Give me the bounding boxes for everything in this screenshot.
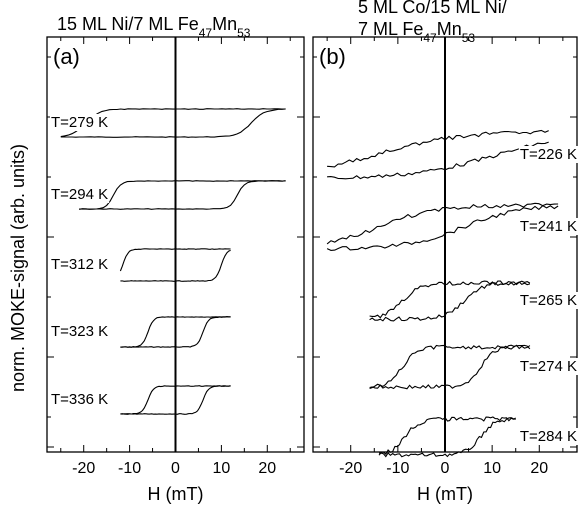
panel-label-b: (b): [319, 44, 346, 69]
temperature-label: T=226 K: [520, 146, 577, 163]
hysteresis-loop-descending: [79, 180, 286, 210]
hysteresis-loop-ascending: [369, 344, 531, 390]
hysteresis-loop-ascending: [79, 180, 286, 210]
hysteresis-loop-descending: [369, 344, 531, 390]
temperature-label-bg: [50, 114, 110, 131]
hysteresis-loop-ascending: [60, 108, 286, 138]
temperature-label: T=312 K: [51, 256, 108, 273]
panel-label-a: (a): [53, 44, 80, 69]
temperature-label-bg: [518, 358, 578, 375]
hysteresis-loop-descending: [120, 385, 231, 415]
curve-layer: [60, 108, 559, 458]
hysteresis-loop-descending: [119, 248, 231, 272]
temperature-label: T=274 K: [520, 358, 577, 375]
hysteresis-loop-descending: [326, 202, 559, 245]
temperature-label-bg: [518, 292, 578, 309]
temperature-label-bg: [50, 186, 110, 203]
x-tick-label: 0: [441, 460, 450, 477]
temperature-label: T=241 K: [520, 218, 577, 235]
x-axis-label-b: H (mT): [417, 484, 473, 504]
temperature-label-bg: [50, 323, 110, 340]
hysteresis-loop-descending: [378, 416, 516, 456]
temperature-label-bg: [518, 428, 578, 445]
temperature-label: T=279 K: [51, 114, 108, 131]
x-tick-label: -10: [118, 460, 141, 477]
x-tick-label: -20: [339, 460, 362, 477]
temperature-label: T=265 K: [520, 292, 577, 309]
x-axis-label-a: H (mT): [148, 484, 204, 504]
x-tick-label: 10: [483, 460, 501, 477]
hysteresis-loop-descending: [60, 108, 286, 138]
x-tick-label: 10: [212, 460, 230, 477]
hysteresis-loop-descending: [120, 316, 231, 348]
text-layer: -20 -10 0 10 20 H (mT) (a) 15 ML Ni/7 ML Fe47Mn…: [50, 0, 578, 504]
temperature-label-bg: [50, 391, 110, 408]
hysteresis-loop-ascending: [327, 141, 549, 180]
temperature-label: T=323 K: [51, 323, 108, 340]
x-tick-label: -20: [72, 460, 95, 477]
hysteresis-loop-descending: [327, 129, 549, 168]
temperature-label-bg: [50, 256, 110, 273]
panel-title-b-line-2: 7 ML Fe47Mn53: [358, 19, 475, 45]
temperature-label-bg: [518, 218, 578, 235]
x-tick-label: 20: [530, 460, 548, 477]
panel-title-b-line-1: 5 ML Co/15 ML Ni/: [358, 0, 507, 17]
hysteresis-loop-ascending: [120, 316, 231, 348]
hysteresis-loop-ascending: [120, 385, 231, 415]
y-axis-label: norm. MOKE-signal (arb. units): [8, 144, 28, 392]
hysteresis-loop-ascending: [369, 280, 531, 322]
x-tick-label: -10: [386, 460, 409, 477]
x-tick-label: 0: [171, 460, 180, 477]
temperature-label-bg: [518, 146, 578, 163]
temperature-label: T=336 K: [51, 391, 108, 408]
hysteresis-loop-ascending: [120, 249, 231, 282]
hysteresis-loop-ascending: [378, 417, 516, 458]
temperature-label: T=294 K: [51, 186, 108, 203]
hysteresis-loop-ascending: [326, 205, 559, 251]
temperature-label: T=284 K: [520, 428, 577, 445]
axes-layer: [46, 36, 578, 453]
x-tick-label: 20: [258, 460, 276, 477]
panel-title-a: 15 ML Ni/7 ML Fe47Mn53: [57, 14, 251, 40]
